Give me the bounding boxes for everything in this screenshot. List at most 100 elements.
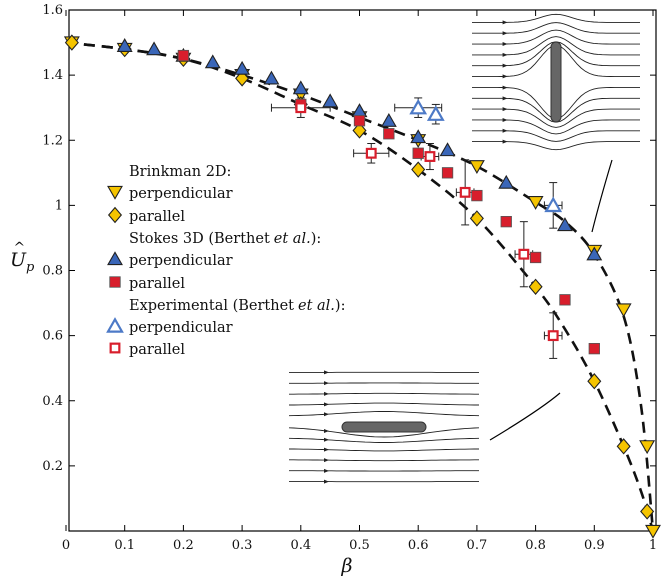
marker-triangle-up xyxy=(108,252,122,264)
data-point-square-open xyxy=(426,152,435,161)
data-point-triangle-down xyxy=(640,441,654,453)
x-axis-label: β xyxy=(341,555,353,577)
marker-square-open xyxy=(367,149,376,158)
legend-group-stokes-c: ): xyxy=(311,231,322,247)
legend-marker-experimental-parallel xyxy=(111,344,120,353)
marker-diamond xyxy=(529,279,542,294)
legend-label-stokes-perpendicular: perpendicular xyxy=(129,253,233,269)
data-point-square xyxy=(178,50,189,61)
x-tick-label: 0.4 xyxy=(290,538,311,553)
legend-marker-brinkman-parallel xyxy=(109,208,122,223)
legend-marker-experimental-perpendicular xyxy=(108,319,122,331)
data-point-triangle-up xyxy=(382,114,396,126)
legend-label-brinkman-parallel: parallel xyxy=(129,209,185,225)
legend-group-experimental-a: Experimental (Berthet xyxy=(129,298,294,314)
x-tick-label: 0.2 xyxy=(173,538,194,553)
marker-square-open xyxy=(111,344,120,353)
inset-body-perpendicular xyxy=(551,42,561,122)
x-tick-label: 0.9 xyxy=(584,538,605,553)
data-point-square xyxy=(384,128,395,139)
legend-label-experimental-perpendicular: perpendicular xyxy=(129,320,233,336)
marker-diamond xyxy=(109,208,122,223)
marker-square xyxy=(442,168,453,179)
y-axis-label-sub: p xyxy=(26,260,35,275)
data-point-diamond xyxy=(529,279,542,294)
marker-triangle-up xyxy=(147,42,161,54)
data-point-square xyxy=(413,148,424,159)
marker-diamond xyxy=(617,439,630,454)
y-tick-label: 1.2 xyxy=(42,133,63,148)
x-tick-label: 0.3 xyxy=(232,538,253,553)
marker-square xyxy=(178,50,189,61)
legend-group-experimental-c: ): xyxy=(335,298,346,314)
y-tick-label: 0.4 xyxy=(42,394,63,409)
data-point-triangle-up xyxy=(294,82,308,94)
marker-square-open xyxy=(461,188,470,197)
data-point-diamond xyxy=(412,162,425,177)
marker-triangle-up xyxy=(264,72,278,84)
flow-inset-parallel xyxy=(289,367,479,487)
data-point-triangle-up-open xyxy=(429,108,443,120)
marker-square xyxy=(530,252,541,263)
legend-marker-brinkman-perpendicular xyxy=(108,186,122,198)
data-point-triangle-down xyxy=(470,161,484,173)
marker-square-open xyxy=(426,152,435,161)
marker-triangle-up xyxy=(441,143,455,155)
marker-square-open xyxy=(549,331,558,340)
marker-triangle-up xyxy=(382,114,396,126)
marker-triangle-up-open xyxy=(411,101,425,113)
y-tick-label: 1.6 xyxy=(42,3,63,18)
marker-triangle-down xyxy=(108,186,122,198)
data-point-square xyxy=(589,343,600,354)
marker-triangle-up xyxy=(323,95,337,107)
data-point-triangle-down xyxy=(617,304,631,316)
marker-triangle-up xyxy=(235,62,249,74)
marker-diamond xyxy=(412,162,425,177)
marker-triangle-up-open xyxy=(108,319,122,331)
marker-triangle-down xyxy=(529,197,543,209)
marker-triangle-down xyxy=(470,161,484,173)
y-tick-label: 1.4 xyxy=(42,68,63,83)
inset-bottom-leader-line xyxy=(490,393,560,440)
y-tick-label: 1 xyxy=(55,198,63,213)
data-point-square xyxy=(530,252,541,263)
flow-inset-perpendicular xyxy=(472,14,640,149)
x-tick-label: 0.1 xyxy=(114,538,135,553)
data-point-square-open xyxy=(461,188,470,197)
marker-triangle-up xyxy=(206,55,220,67)
x-tick-label: 0.6 xyxy=(408,538,429,553)
data-point-triangle-up-open xyxy=(546,199,560,211)
legend-group-stokes-a: Stokes 3D (Berthet xyxy=(129,231,270,247)
legend: Brinkman 2D: perpendicular parallel Stok… xyxy=(108,164,345,358)
marker-square-open xyxy=(296,103,305,112)
marker-square xyxy=(501,216,512,227)
data-point-triangle-up-open xyxy=(411,101,425,113)
data-point-square-open xyxy=(367,149,376,158)
legend-group-stokes-etal: et al. xyxy=(274,231,311,247)
marker-triangle-down xyxy=(617,304,631,316)
data-point-square xyxy=(354,115,365,126)
data-point-triangle-up xyxy=(499,176,513,188)
data-point-triangle-down xyxy=(529,197,543,209)
data-point-square-open xyxy=(520,250,529,259)
data-point-diamond xyxy=(471,211,484,226)
data-point-square xyxy=(472,190,483,201)
x-tick-label: 0.8 xyxy=(525,538,546,553)
x-tick-label: 0 xyxy=(62,538,70,553)
data-point-triangle-up xyxy=(353,104,367,116)
marker-diamond xyxy=(471,211,484,226)
marker-triangle-up xyxy=(353,104,367,116)
x-tick-label: 0.5 xyxy=(349,538,370,553)
marker-triangle-up xyxy=(499,176,513,188)
y-tick-label: 0.6 xyxy=(42,329,63,344)
data-point-diamond xyxy=(588,374,601,389)
data-point-triangle-up xyxy=(206,55,220,67)
legend-group-brinkman: Brinkman 2D: xyxy=(129,164,231,180)
marker-square xyxy=(560,295,571,306)
marker-square xyxy=(110,277,121,288)
legend-label-experimental-parallel: parallel xyxy=(129,342,185,358)
marker-square xyxy=(413,148,424,159)
